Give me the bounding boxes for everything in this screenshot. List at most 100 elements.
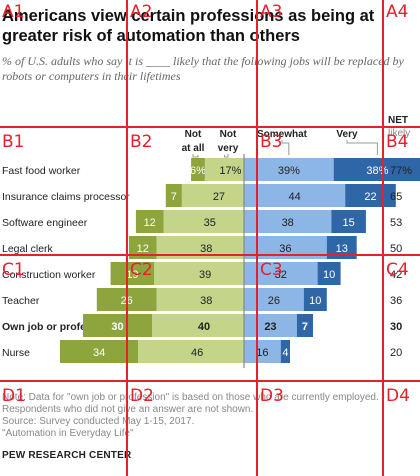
bar-not-at-all xyxy=(60,340,139,363)
net-likely-value: 50 xyxy=(390,243,402,255)
grid-cell-label: D4 xyxy=(386,386,410,406)
legend-very: Very xyxy=(336,129,358,140)
net-likely-value: 30 xyxy=(390,321,402,333)
grid-cell-label: B1 xyxy=(2,132,25,152)
chart-report-title: "Automation in Everyday Life" xyxy=(2,428,134,439)
data-label-very: 4 xyxy=(282,347,288,359)
grid-line-horizontal xyxy=(0,126,420,128)
category-label: Teacher xyxy=(2,295,40,307)
data-label-not-very: 17% xyxy=(219,165,241,177)
legend: Not at all Not very Somewhat Very NET likel… xyxy=(182,115,411,154)
data-label-not-very: 40 xyxy=(198,321,210,333)
bar-very xyxy=(296,314,313,337)
grid-line-vertical xyxy=(256,0,258,476)
grid-cell-label: D2 xyxy=(130,386,154,406)
bar-very xyxy=(331,210,366,233)
data-label-very: 38% xyxy=(366,165,388,177)
bars: Fast food worker 6% 17% 39% 38% 77% Insurance … xyxy=(2,140,420,368)
leader-not-very xyxy=(223,154,229,158)
category-label: Fast food worker xyxy=(2,165,81,177)
legend-not-very: Not very xyxy=(218,129,239,154)
grid-cell-label: B2 xyxy=(130,132,153,152)
data-label-somewhat: 26 xyxy=(268,295,280,307)
bar-somewhat xyxy=(244,236,327,259)
data-label-very: 10 xyxy=(323,269,335,281)
bar-somewhat xyxy=(244,340,281,363)
data-label-not-at-all: 19 xyxy=(126,269,138,281)
bar-very xyxy=(333,158,420,181)
grid-cell-label: C2 xyxy=(130,260,153,280)
grid-line-vertical xyxy=(382,0,384,476)
bar-somewhat xyxy=(244,288,304,311)
leader-very xyxy=(346,140,378,155)
bar-very xyxy=(317,262,341,285)
bar-somewhat xyxy=(244,158,334,181)
net-likely-value: 53 xyxy=(390,217,402,229)
chart-title: Americans view certain professions as be… xyxy=(2,7,375,45)
category-label: Construction worker xyxy=(2,269,96,281)
bar-not-at-all xyxy=(129,236,157,259)
data-label-not-very: 38 xyxy=(200,295,212,307)
bar-not-at-all xyxy=(191,158,205,181)
grid-line-vertical xyxy=(126,0,128,476)
data-label-not-very: 27 xyxy=(213,191,225,203)
data-label-not-very: 38 xyxy=(200,243,212,255)
bar-not-very xyxy=(152,314,244,337)
category-label: Nurse xyxy=(2,347,30,359)
data-label-not-very: 46 xyxy=(191,347,203,359)
grid-cell-label: D3 xyxy=(260,386,284,406)
net-likely-value: 65 xyxy=(390,191,402,203)
bar-very xyxy=(280,340,290,363)
brand-logo-text: PEW RESEARCH CENTER xyxy=(2,450,132,461)
data-label-somewhat: 44 xyxy=(288,191,300,203)
grid-cell-label: B4 xyxy=(386,132,409,152)
category-label: Legal clerk xyxy=(2,243,54,255)
leader-not-at-all xyxy=(192,154,199,158)
grid-cell-label: D1 xyxy=(2,386,26,406)
chart-note-line-2: Respondents who did not give an answer a… xyxy=(2,404,254,415)
bar-not-very xyxy=(163,210,244,233)
bar-somewhat xyxy=(244,210,332,233)
grid-cell-label: C1 xyxy=(2,260,25,280)
bar-not-very xyxy=(156,236,244,259)
grid-cell-label: A3 xyxy=(260,2,283,22)
bar-not-at-all xyxy=(83,314,152,337)
bar-very xyxy=(326,236,357,259)
data-label-very: 10 xyxy=(309,295,321,307)
data-label-somewhat: 39% xyxy=(278,165,300,177)
bar-somewhat xyxy=(244,184,346,207)
chart-note-line-1: Note: Data for "own job or profession" i… xyxy=(2,392,379,403)
data-label-not-very: 35 xyxy=(204,217,216,229)
category-label: Insurance claims processor xyxy=(2,191,130,203)
grid-cell-label: C4 xyxy=(386,260,409,280)
net-likely-value: 42 xyxy=(390,269,402,281)
grid-line-horizontal xyxy=(0,380,420,382)
bar-somewhat xyxy=(244,262,318,285)
bar-not-very xyxy=(138,340,244,363)
data-label-somewhat: 16 xyxy=(256,347,268,359)
data-label-very: 7 xyxy=(302,321,308,333)
grid-cell-label: A1 xyxy=(2,2,25,22)
data-label-very: 22 xyxy=(364,191,376,203)
data-label-somewhat: 38 xyxy=(282,217,294,229)
data-label-not-at-all: 30 xyxy=(111,321,123,333)
bar-not-at-all xyxy=(165,184,182,207)
grid-cell-label: A4 xyxy=(386,2,409,22)
grid-cell-label: B3 xyxy=(260,132,283,152)
grid-line-horizontal xyxy=(0,254,420,256)
chart-subtitle: % of U.S. adults who say it is ____ like… xyxy=(2,54,404,83)
legend-net-likely: NET likely xyxy=(388,115,410,139)
net-likely-value: 36 xyxy=(390,295,402,307)
net-likely-value: 20 xyxy=(390,347,402,359)
grid-cell-label: A2 xyxy=(130,2,153,22)
bar-not-very xyxy=(204,158,244,181)
net-likely-value: 77% xyxy=(390,165,412,177)
data-label-very: 15 xyxy=(343,217,355,229)
bar-not-at-all xyxy=(135,210,164,233)
category-label: Software engineer xyxy=(2,217,88,229)
data-label-not-at-all: 12 xyxy=(137,243,149,255)
chart-source: Source: Survey conducted May 1-15, 2017. xyxy=(2,416,195,427)
bar-not-very xyxy=(156,288,244,311)
data-label-somewhat: 36 xyxy=(279,243,291,255)
